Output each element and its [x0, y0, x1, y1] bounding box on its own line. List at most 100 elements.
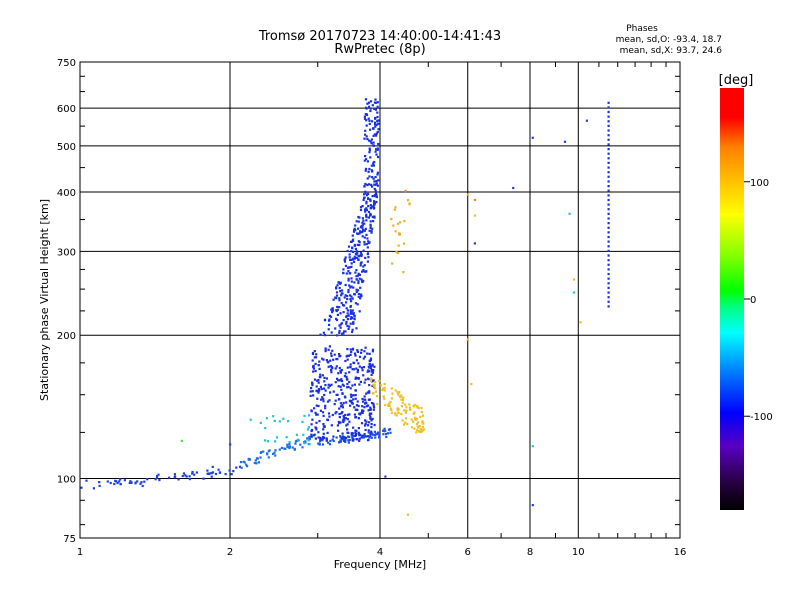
data-point — [358, 432, 360, 434]
data-point — [334, 354, 336, 356]
data-point — [349, 256, 351, 258]
data-point — [324, 319, 326, 321]
data-point — [353, 312, 355, 314]
data-point — [231, 473, 233, 475]
data-point — [364, 395, 366, 397]
data-point — [375, 154, 377, 156]
data-point — [110, 482, 112, 484]
data-point — [368, 168, 370, 170]
data-point — [255, 459, 257, 461]
data-point — [369, 353, 371, 355]
data-point — [356, 232, 358, 234]
data-point — [281, 447, 283, 449]
data-point — [387, 432, 389, 434]
data-point — [328, 366, 330, 368]
data-point — [308, 439, 310, 441]
data-point — [397, 409, 399, 411]
data-point — [365, 219, 367, 221]
data-point — [318, 436, 320, 438]
data-point — [357, 351, 359, 353]
data-point — [370, 142, 372, 144]
x-tick-label: 8 — [527, 547, 533, 558]
data-point — [374, 424, 376, 426]
data-point — [382, 387, 384, 389]
data-point — [356, 291, 358, 293]
data-point — [315, 438, 317, 440]
data-point — [405, 190, 407, 192]
data-point — [323, 394, 325, 396]
data-point — [532, 504, 534, 506]
data-point — [315, 356, 317, 358]
data-point — [323, 377, 325, 379]
data-point — [389, 401, 391, 403]
data-point — [402, 397, 404, 399]
data-point — [316, 380, 318, 382]
data-point — [355, 394, 357, 396]
data-point — [286, 436, 288, 438]
data-point — [367, 198, 369, 200]
data-point — [355, 269, 357, 271]
data-point — [345, 401, 347, 403]
data-point — [608, 162, 610, 164]
data-point — [608, 231, 610, 233]
data-point — [299, 444, 301, 446]
data-point — [313, 407, 315, 409]
data-point — [564, 141, 566, 143]
data-point — [351, 317, 353, 319]
x-tick-label: 1 — [77, 547, 83, 558]
data-point — [364, 183, 366, 185]
x-axis-label: Frequency [MHz] — [334, 558, 426, 571]
data-point — [326, 440, 328, 442]
data-point — [360, 254, 362, 256]
data-point — [334, 327, 336, 329]
data-point — [346, 298, 348, 300]
data-point — [352, 329, 354, 331]
data-point — [413, 428, 415, 430]
data-point — [370, 380, 372, 382]
data-point — [376, 112, 378, 114]
data-point — [363, 241, 365, 243]
data-point — [352, 239, 354, 241]
y-tick-label: 300 — [57, 247, 76, 258]
data-point — [315, 428, 317, 430]
data-point — [368, 151, 370, 153]
data-point — [365, 201, 367, 203]
data-point — [359, 287, 361, 289]
data-point — [608, 292, 610, 294]
data-point — [328, 412, 330, 414]
data-point — [323, 415, 325, 417]
data-point — [391, 412, 393, 414]
data-point — [401, 405, 403, 407]
data-point — [268, 456, 270, 458]
data-point — [344, 396, 346, 398]
data-point — [323, 380, 325, 382]
x-tick-label: 16 — [674, 547, 687, 558]
data-point — [168, 477, 170, 479]
data-point — [356, 359, 358, 361]
data-point — [346, 378, 348, 380]
data-point — [372, 418, 374, 420]
data-point — [359, 297, 361, 299]
data-point — [608, 305, 610, 307]
data-point — [359, 278, 361, 280]
data-point — [324, 384, 326, 386]
data-point — [329, 345, 331, 347]
data-point — [365, 107, 367, 109]
data-point — [331, 366, 333, 368]
data-point — [359, 366, 361, 368]
data-point — [336, 306, 338, 308]
data-point — [312, 352, 314, 354]
data-point — [307, 428, 309, 430]
data-point — [372, 162, 374, 164]
data-point — [342, 406, 344, 408]
data-point — [369, 123, 371, 125]
data-point — [295, 440, 297, 442]
data-point — [398, 232, 400, 234]
data-point — [351, 262, 353, 264]
data-point — [327, 419, 329, 421]
data-point — [215, 473, 217, 475]
data-point — [360, 226, 362, 228]
data-point — [260, 452, 262, 454]
data-point — [308, 414, 310, 416]
data-point — [264, 427, 266, 429]
